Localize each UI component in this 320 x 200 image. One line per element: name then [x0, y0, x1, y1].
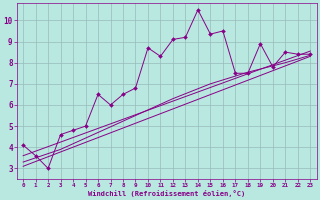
X-axis label: Windchill (Refroidissement éolien,°C): Windchill (Refroidissement éolien,°C)	[88, 190, 245, 197]
